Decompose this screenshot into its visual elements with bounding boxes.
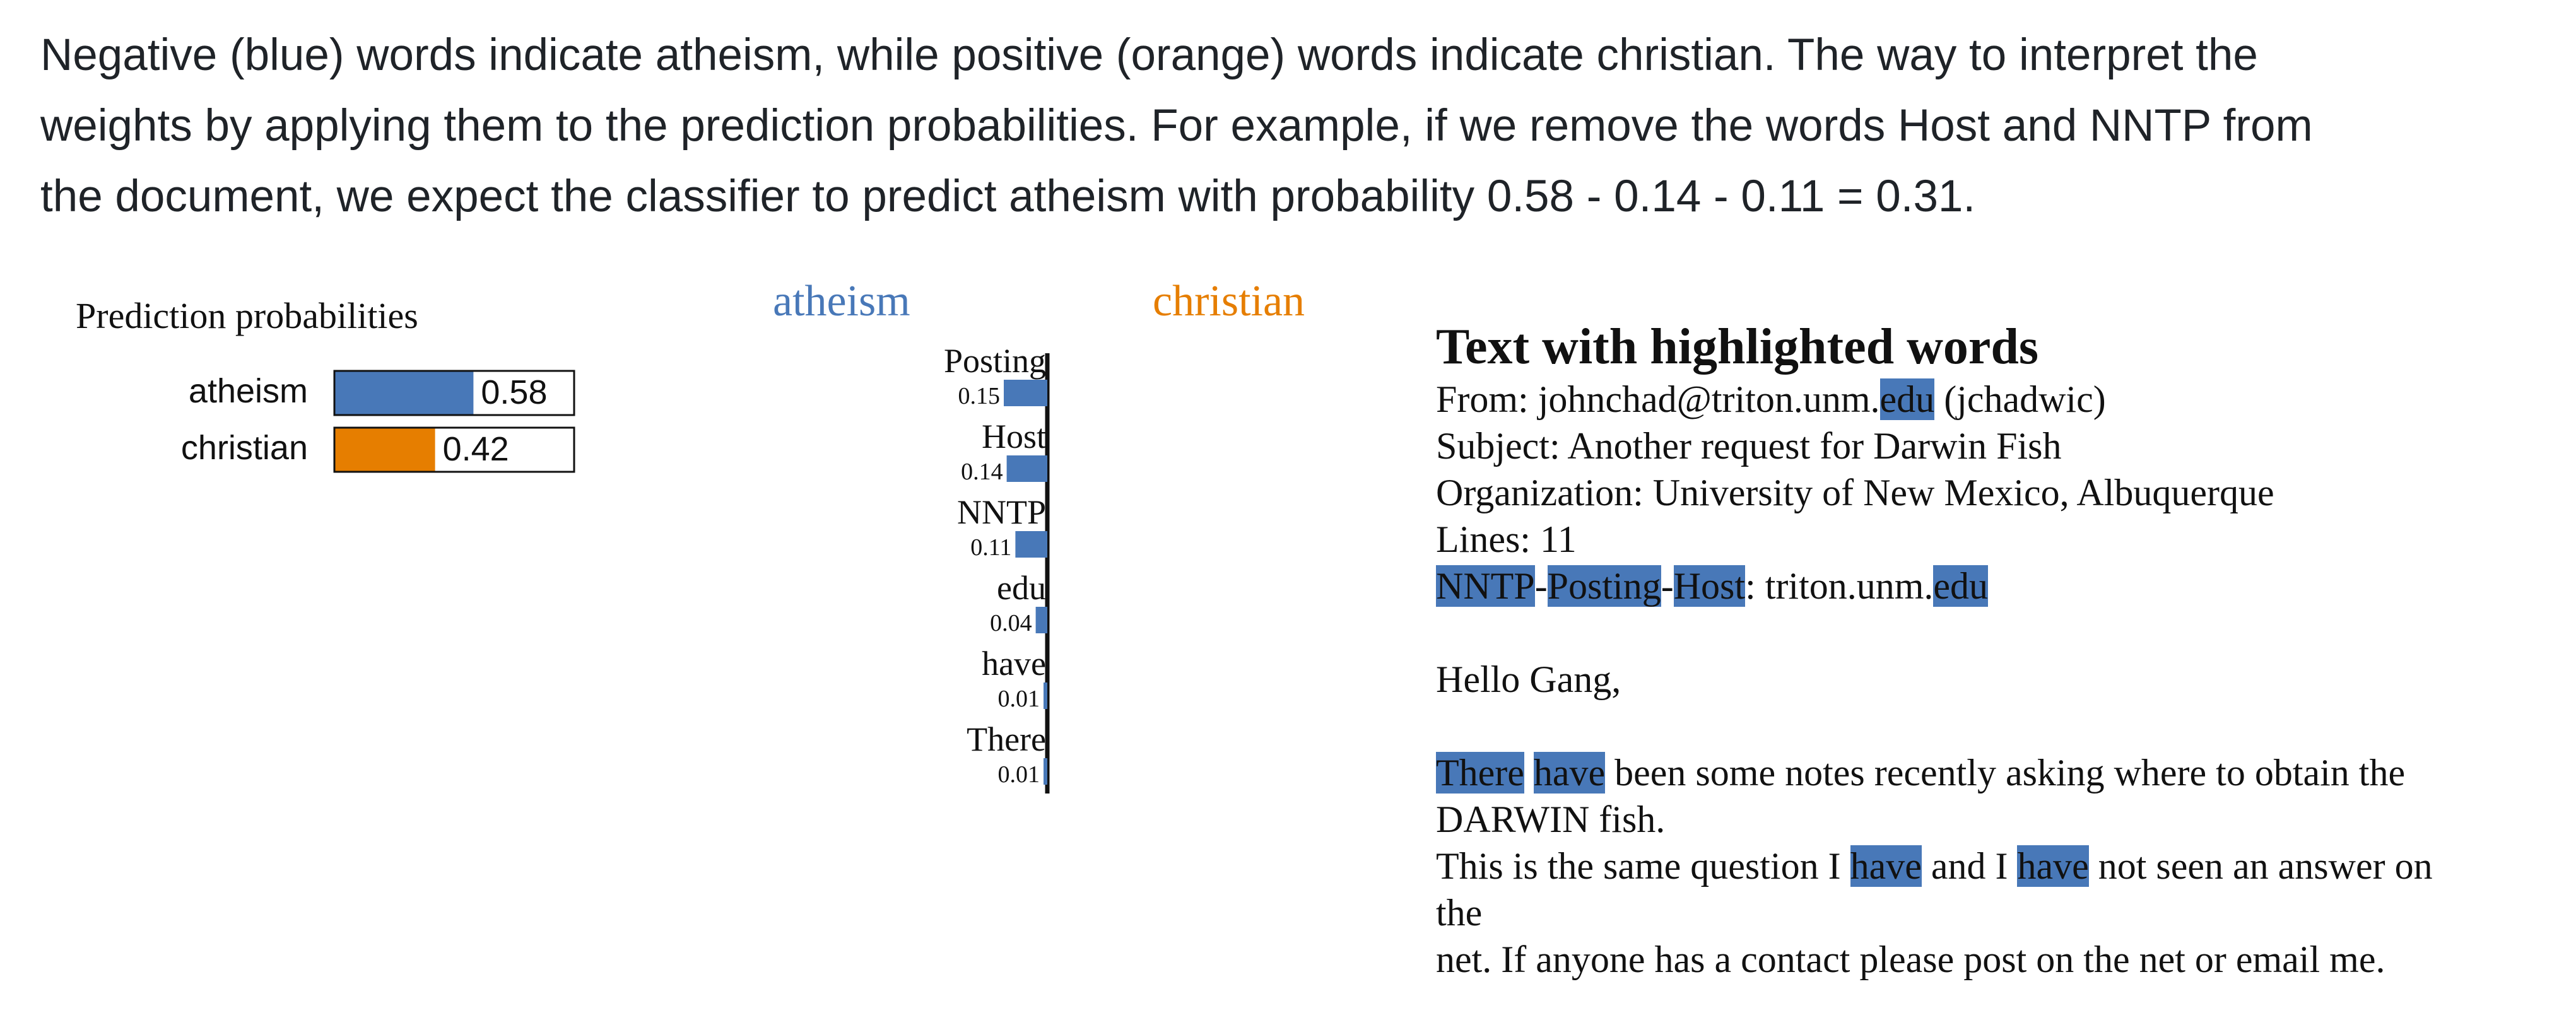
- highlighted-word: have: [1533, 752, 1606, 794]
- document-text-segment: This is the same question I: [1436, 845, 1850, 887]
- document-text-segment: From: johnchad@triton.unm.: [1436, 378, 1880, 420]
- document-text-segment: (jchadwic): [1934, 378, 2106, 420]
- document-line: From: johnchad@triton.unm.edu (jchadwic): [1436, 376, 2565, 423]
- document-text-segment: the: [1436, 892, 1483, 934]
- weight-value-label: 0.01: [998, 686, 1040, 712]
- weight-bar-Posting: [1004, 380, 1047, 406]
- weight-value-label: 0.14: [961, 459, 1003, 485]
- document-line: There have been some notes recently aski…: [1436, 749, 2565, 796]
- document-text-segment: and I: [1921, 845, 2018, 887]
- highlighted-word: NNTP: [1436, 565, 1535, 607]
- legend-atheism: atheism: [773, 277, 910, 325]
- document-line: Hello Gang,: [1436, 656, 2565, 703]
- document-text-segment: DARWIN fish.: [1436, 799, 1666, 840]
- document-text-segment: Subject: Another request for Darwin Fish: [1436, 425, 2062, 467]
- explanation-line: weights by applying them to the predicti…: [40, 101, 2313, 151]
- proba-category-label: christian: [181, 429, 308, 467]
- lime-charts: Prediction probabilities atheism 0.58 chri…: [76, 277, 1305, 794]
- document-text-segment: -: [1534, 565, 1548, 607]
- weight-word-label: Posting: [944, 342, 1046, 380]
- highlighted-text-panel: Text with highlighted words From: johnch…: [1436, 315, 2565, 983]
- weight-value-label: 0.15: [958, 383, 1001, 409]
- document-text-segment: been some notes recently asking where to…: [1605, 752, 2406, 794]
- document-text-segment: Organization: University of New Mexico, …: [1436, 472, 2274, 513]
- feature-weights-chart: atheism christian Posting 0.15 Host 0.14 NNT…: [773, 277, 1305, 794]
- document-line: Organization: University of New Mexico, …: [1436, 469, 2565, 516]
- highlighted-word: Host: [1673, 565, 1746, 607]
- highlighted-word: Posting: [1547, 565, 1661, 607]
- weight-word-label: have: [982, 645, 1046, 682]
- document-text: From: johnchad@triton.unm.edu (jchadwic)…: [1436, 376, 2565, 983]
- weight-word-label: edu: [997, 569, 1046, 607]
- proba-chart-title: Prediction probabilities: [76, 295, 418, 336]
- document-text-segment: Hello Gang,: [1436, 659, 1621, 700]
- highlighted-word: edu: [1933, 565, 1989, 607]
- document-line: [1436, 609, 2565, 656]
- prediction-probabilities-chart: Prediction probabilities atheism 0.58 chri…: [76, 295, 575, 473]
- weight-value-label: 0.04: [990, 610, 1032, 636]
- document-line: This is the same question I have and I h…: [1436, 843, 2565, 889]
- document-line: the: [1436, 889, 2565, 936]
- highlighted-text-heading: Text with highlighted words: [1436, 319, 2038, 375]
- weight-value-label: 0.11: [970, 534, 1011, 561]
- document-line: NNTP-Posting-Host: triton.unm.edu: [1436, 563, 2565, 609]
- weight-word-label: There: [967, 720, 1046, 758]
- document-text-segment: net. If anyone has a contact please post…: [1436, 939, 2385, 980]
- explanation-line: the document, we expect the classifier t…: [40, 172, 1976, 221]
- weight-value-label: 0.01: [998, 761, 1040, 788]
- highlighted-word: edu: [1879, 378, 1935, 420]
- proba-bar-atheism: [334, 371, 474, 415]
- document-line: [1436, 703, 2565, 749]
- proba-bar-frame: [333, 370, 575, 416]
- document-text-segment: Lines: 11: [1436, 518, 1577, 560]
- document-text-segment: -: [1661, 565, 1674, 607]
- explanation-paragraph: Negative (blue) words indicate atheism, …: [40, 20, 2539, 232]
- highlighted-word: There: [1436, 752, 1524, 794]
- proba-bar-christian: [334, 428, 435, 472]
- proba-bar-frame: [333, 426, 575, 473]
- weight-bar-edu: [1035, 607, 1047, 633]
- explanation-line: Negative (blue) words indicate atheism, …: [40, 30, 2258, 80]
- highlighted-word: have: [1850, 845, 1922, 887]
- weight-bar-NNTP: [1015, 531, 1047, 558]
- weight-word-label: Host: [982, 418, 1046, 455]
- proba-value-label: 0.42: [443, 430, 509, 468]
- document-line: Subject: Another request for Darwin Fish: [1436, 423, 2565, 469]
- document-line: Lines: 11: [1436, 516, 2565, 563]
- document-line: net. If anyone has a contact please post…: [1436, 936, 2565, 983]
- legend-christian: christian: [1153, 277, 1305, 325]
- weight-bar-There: [1044, 758, 1047, 785]
- proba-value-label: 0.58: [481, 373, 547, 411]
- document-text-segment: not seen an answer on: [2088, 845, 2433, 887]
- weight-bar-Host: [1006, 455, 1047, 482]
- document-line: DARWIN fish.: [1436, 796, 2565, 843]
- document-text-segment: [1524, 752, 1534, 794]
- proba-category-label: atheism: [189, 372, 308, 410]
- weight-word-label: NNTP: [957, 493, 1046, 531]
- weight-bar-have: [1044, 682, 1047, 709]
- document-text-segment: : triton.unm.: [1745, 565, 1934, 607]
- highlighted-word: have: [2017, 845, 2089, 887]
